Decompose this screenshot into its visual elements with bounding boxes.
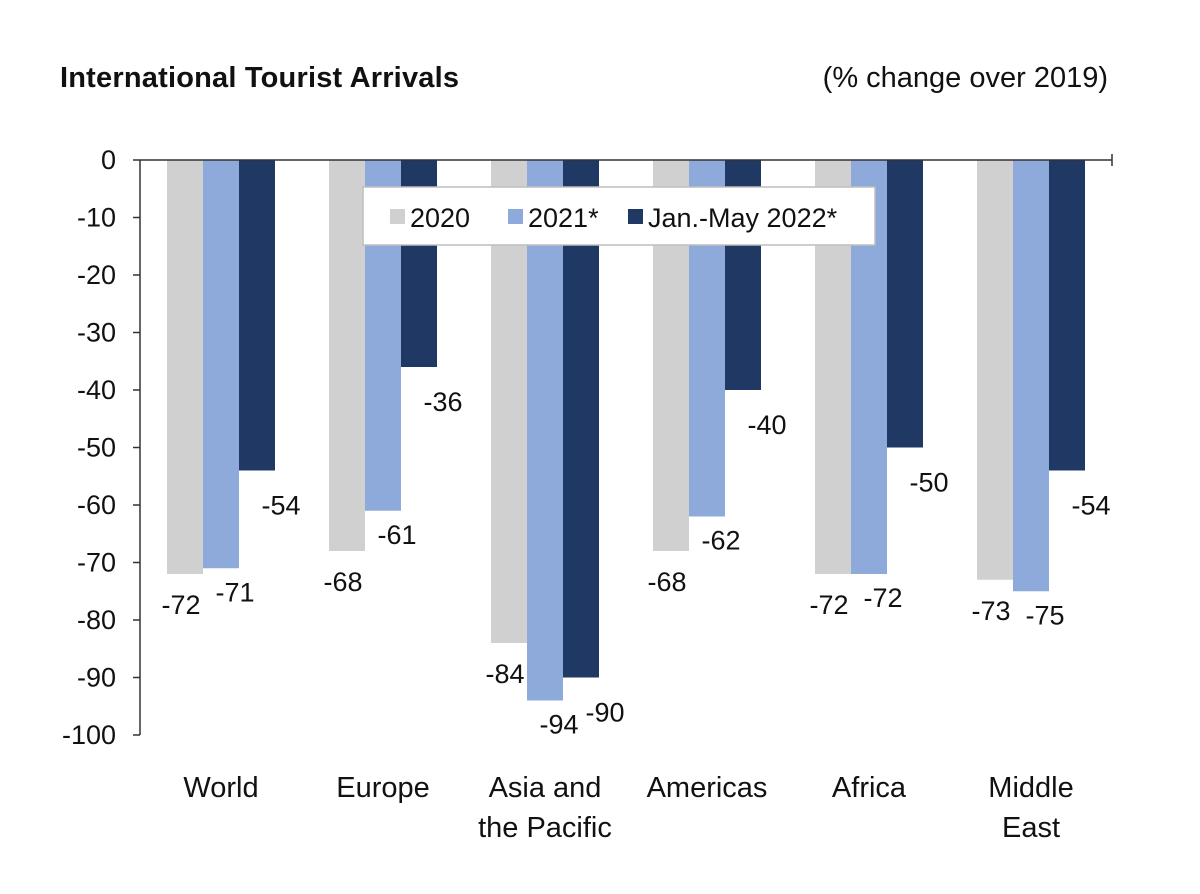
bar	[1049, 160, 1085, 471]
x-category-label: East	[1002, 812, 1060, 844]
data-label: -75	[1025, 600, 1064, 630]
data-label: -72	[161, 590, 200, 620]
bar	[1013, 160, 1049, 592]
data-labels-group: -72 -68 -84 -68 -72 -73 -71 -61 -94 -62 -72 -75 -54 -…	[161, 387, 1110, 740]
legend-label: 2020	[410, 203, 470, 233]
data-label: -50	[909, 468, 948, 498]
bar	[167, 160, 203, 574]
legend-swatch	[508, 209, 523, 224]
y-tick-label: -40	[77, 375, 116, 405]
y-tick-label: -90	[77, 663, 116, 693]
data-label: -40	[747, 410, 786, 440]
data-label: -62	[701, 526, 740, 556]
chart-title: International Tourist Arrivals	[60, 62, 460, 94]
data-label: -54	[1071, 491, 1110, 521]
bar	[203, 160, 239, 569]
legend-swatch	[390, 209, 405, 224]
data-label: -72	[809, 590, 848, 620]
legend-box	[362, 186, 876, 246]
chart-subtitle: (% change over 2019)	[822, 62, 1108, 94]
legend-label: 2021*	[528, 203, 599, 233]
x-category-label: Americas	[647, 772, 768, 804]
bar	[887, 160, 923, 448]
legend-swatch	[628, 209, 643, 224]
x-category-label: the Pacific	[478, 812, 612, 844]
bar	[329, 160, 365, 551]
bar	[563, 160, 599, 678]
data-label: -68	[647, 567, 686, 597]
bar	[977, 160, 1013, 580]
y-tick-label: -30	[77, 318, 116, 348]
data-label: -61	[377, 520, 416, 550]
y-tick-label: -10	[77, 203, 116, 233]
bar	[239, 160, 275, 471]
x-category-label: Asia and	[489, 772, 602, 804]
legend-label: Jan.-May 2022*	[648, 203, 838, 233]
data-label: -84	[485, 659, 524, 689]
data-label: -71	[215, 577, 254, 607]
y-tick-label: 0	[101, 145, 116, 175]
y-tick-label: -60	[77, 490, 116, 520]
data-label: -94	[539, 710, 578, 740]
data-label: -68	[323, 567, 362, 597]
x-category-label: Europe	[336, 772, 430, 804]
legend: 2020 2021* Jan.-May 2022*	[362, 186, 876, 246]
bars-group	[167, 160, 1085, 701]
y-tick-label: -80	[77, 605, 116, 635]
x-category-label: Middle	[988, 772, 1073, 804]
y-tick-label: -100	[62, 720, 116, 750]
y-tick-label: -70	[77, 548, 116, 578]
data-label: -90	[585, 698, 624, 728]
x-category-label: World	[183, 772, 258, 804]
y-tick-label: -20	[77, 260, 116, 290]
data-label: -54	[261, 491, 300, 521]
data-label: -73	[971, 596, 1010, 626]
data-label: -36	[423, 387, 462, 417]
data-label: -72	[863, 583, 902, 613]
axes-group: 0 -10 -20 -30 -40 -50 -60 -70 -80 -90 -100 World Eur…	[62, 145, 1113, 844]
y-tick-label: -50	[77, 433, 116, 463]
bar	[527, 160, 563, 701]
x-category-label: Africa	[832, 772, 907, 804]
